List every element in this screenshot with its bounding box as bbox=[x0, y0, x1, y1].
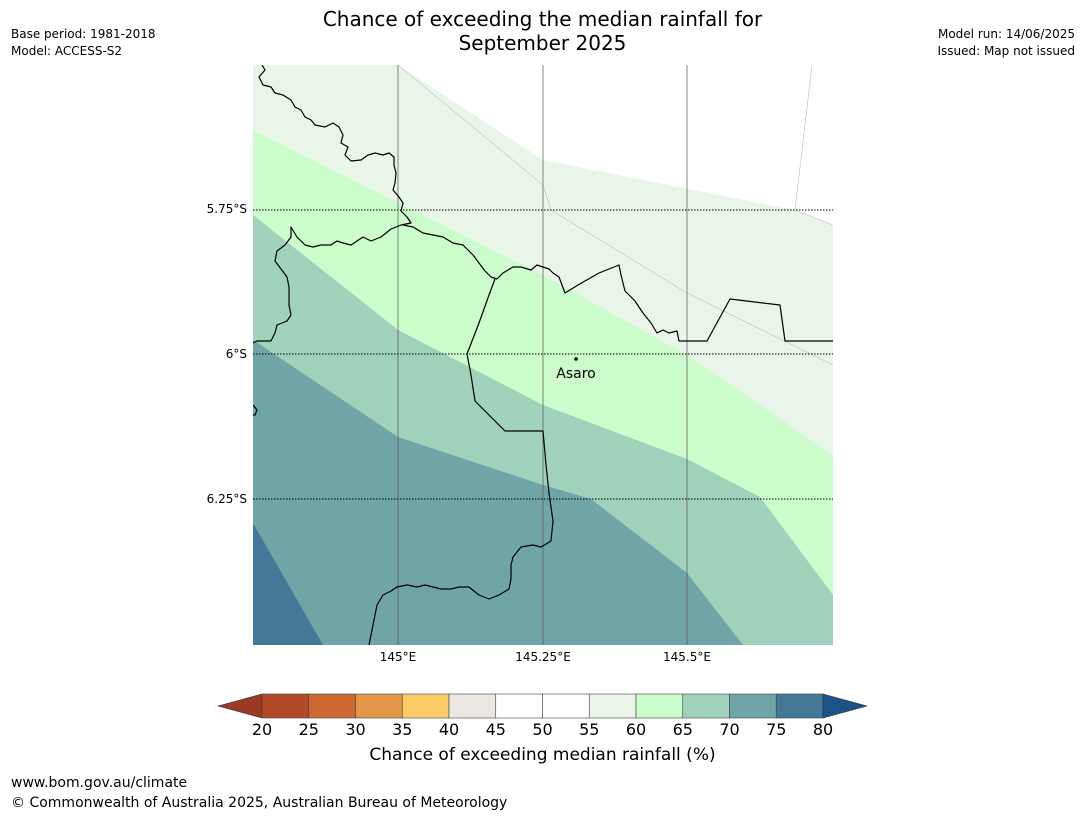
colorbar-segment bbox=[495, 693, 543, 719]
colorbar-segment bbox=[588, 693, 637, 719]
colorbar-segment bbox=[635, 693, 684, 719]
colorbar-tick-label: 30 bbox=[345, 720, 366, 739]
colorbar-tick-label: 25 bbox=[298, 720, 319, 739]
asaro-marker bbox=[574, 357, 578, 361]
colorbar bbox=[216, 693, 869, 719]
zone-50-55 bbox=[398, 65, 833, 225]
colorbar-tick-label: 45 bbox=[485, 720, 506, 739]
colorbar-segment bbox=[308, 693, 356, 719]
zone-75-80 bbox=[253, 523, 323, 645]
colorbar-tick-label: 75 bbox=[766, 720, 787, 739]
map-title: Chance of exceeding the median rainfall … bbox=[0, 7, 1085, 55]
map-title-line1: Chance of exceeding the median rainfall … bbox=[322, 7, 763, 31]
lat-label-5-75s: 5.75°S bbox=[206, 202, 247, 216]
map-title-line2: September 2025 bbox=[458, 31, 627, 55]
colorbar-segment bbox=[729, 693, 777, 719]
model-run: Model run: 14/06/2025 bbox=[937, 27, 1075, 41]
lon-label-145e: 145°E bbox=[379, 650, 417, 664]
colorbar-segment bbox=[401, 693, 450, 719]
colorbar-tick-label: 20 bbox=[251, 720, 273, 739]
colorbar-segment bbox=[682, 693, 730, 719]
lon-label-145-25e: 145.25°E bbox=[515, 650, 571, 664]
footer-url: www.bom.gov.au/climate bbox=[11, 775, 188, 791]
colorbar-tick-label: 80 bbox=[812, 720, 834, 739]
colorbar-tick-label: 65 bbox=[672, 720, 693, 739]
colorbar-tick-label: 50 bbox=[532, 720, 553, 739]
colorbar-tick-label: 35 bbox=[392, 720, 413, 739]
model-name: Model: ACCESS-S2 bbox=[11, 44, 123, 58]
lat-label-6s: 6°S bbox=[225, 347, 247, 361]
colorbar-segment bbox=[542, 693, 590, 719]
lat-label-6-25s: 6.25°S bbox=[206, 492, 247, 506]
province-boundaries bbox=[253, 65, 412, 344]
meta-left: Base period: 1981-2018 Model: ACCESS-S2 bbox=[11, 26, 156, 60]
base-period: Base period: 1981-2018 bbox=[11, 27, 156, 41]
place-label-asaro: Asaro bbox=[556, 366, 595, 382]
lon-label-145-5e: 145.5°E bbox=[663, 650, 711, 664]
colorbar-tick-label: 55 bbox=[579, 720, 600, 739]
meta-right: Model run: 14/06/2025 Issued: Map not is… bbox=[937, 26, 1075, 60]
rainfall-map: Asaro bbox=[253, 65, 833, 645]
colorbar-segment bbox=[775, 693, 824, 719]
footer-copyright: © Commonwealth of Australia 2025, Austra… bbox=[11, 795, 508, 811]
colorbar-over-arrow bbox=[822, 693, 869, 719]
colorbar-tick-label: 70 bbox=[719, 720, 740, 739]
colorbar-segment bbox=[355, 693, 403, 719]
issued-status: Issued: Map not issued bbox=[937, 44, 1075, 58]
zone-70-75 bbox=[253, 340, 743, 645]
colorbar-under-arrow bbox=[216, 693, 263, 719]
colorbar-tick-label: 60 bbox=[625, 720, 647, 739]
colorbar-tick-label: 40 bbox=[438, 720, 460, 739]
colorbar-segment bbox=[448, 693, 497, 719]
colorbar-title: Chance of exceeding median rainfall (%) bbox=[369, 745, 716, 765]
colorbar-segment bbox=[261, 693, 310, 719]
